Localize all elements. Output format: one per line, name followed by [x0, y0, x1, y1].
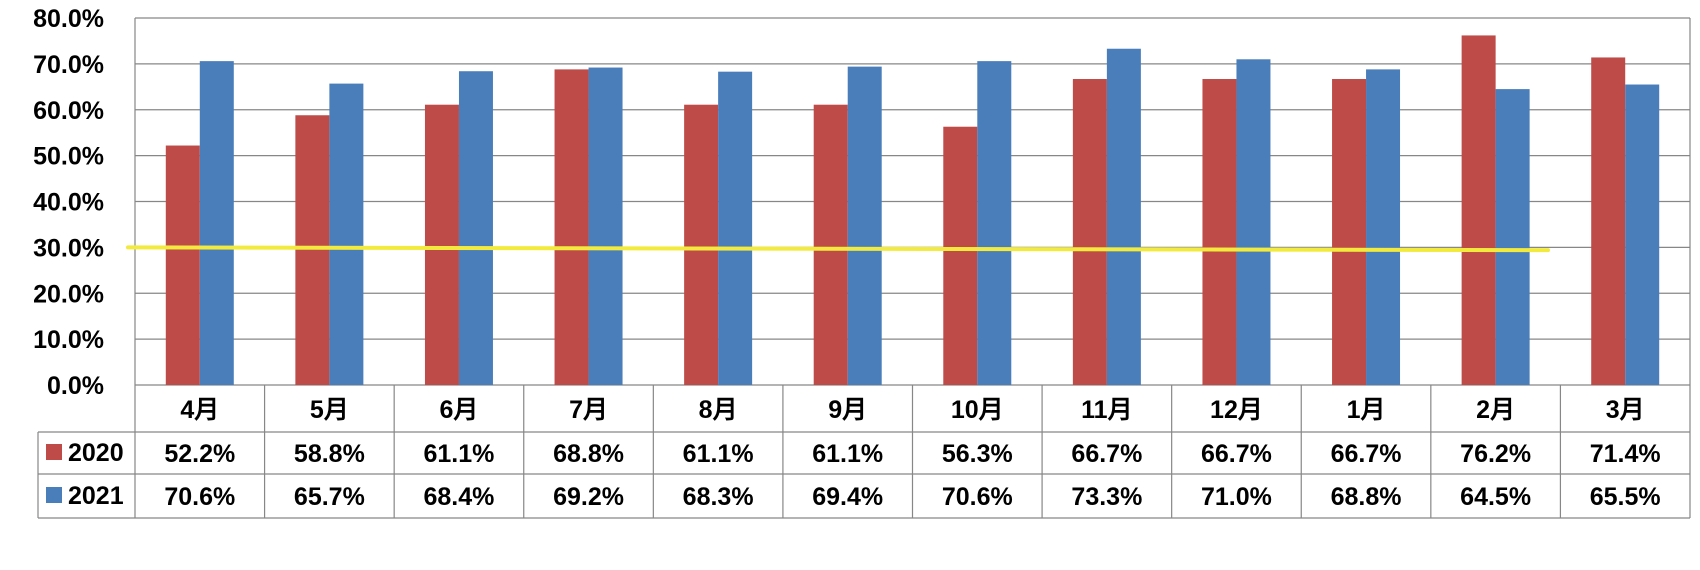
data-label-2020: 66.7%	[1331, 440, 1402, 468]
bar-2020-12	[1591, 57, 1626, 385]
bar-2021-4	[588, 67, 623, 386]
y-tick-label: 20.0%	[33, 280, 104, 308]
y-tick-label: 50.0%	[33, 143, 104, 171]
data-label-2020: 58.8%	[294, 440, 365, 468]
bar-2021-3	[458, 71, 493, 385]
bar-2021-11	[1495, 89, 1530, 385]
bar-2020-11	[1461, 35, 1496, 386]
bar-2020-9	[1202, 79, 1237, 386]
data-label-2020: 52.2%	[164, 440, 235, 468]
data-label-2021: 64.5%	[1460, 483, 1531, 511]
legend-swatch-2021	[46, 487, 62, 503]
x-tick-label: 9月	[828, 396, 867, 424]
bar-2020-5	[684, 104, 719, 386]
bar-2021-8	[1106, 48, 1141, 386]
data-label-2021: 70.6%	[942, 483, 1013, 511]
data-label-2020: 66.7%	[1201, 440, 1272, 468]
data-label-2021: 70.6%	[164, 483, 235, 511]
bar-2021-2	[329, 83, 364, 385]
data-label-2021: 65.5%	[1590, 483, 1661, 511]
legend-label-2021: 2021	[68, 482, 124, 510]
data-label-2020: 71.4%	[1590, 440, 1661, 468]
data-label-2020: 61.1%	[812, 440, 883, 468]
data-label-2020: 61.1%	[424, 440, 495, 468]
bar-2020-6	[813, 104, 848, 386]
y-axis-ticks: 0.0% 10.0% 20.0% 30.0% 40.0% 50.0% 60.0% 70.0% 8…	[33, 5, 104, 400]
y-tick-label: 70.0%	[33, 51, 104, 79]
reference-line-layer	[126, 245, 1550, 253]
x-tick-label: 11月	[1081, 396, 1132, 424]
legend-swatch-2020	[46, 444, 62, 460]
data-label-2020: 61.1%	[683, 440, 754, 468]
bar-2021-1	[199, 61, 234, 386]
data-label-2020: 76.2%	[1460, 440, 1531, 468]
bar-2021-10	[1366, 69, 1401, 385]
bar-2021-12	[1625, 84, 1660, 386]
data-label-2020: 66.7%	[1071, 440, 1142, 468]
gridlines	[134, 17, 1691, 386]
bar-2020-3	[424, 104, 459, 386]
x-tick-label: 8月	[699, 396, 738, 424]
data-label-2021: 73.3%	[1071, 483, 1142, 511]
bar-2021-9	[1236, 59, 1271, 385]
bar-2020-2	[295, 115, 330, 385]
data-label-2020: 56.3%	[942, 440, 1013, 468]
data-table: 4月 5月 6月 7月 8月 9月 10月 11月 12月 1月 2月 3月 2020 52.2% 58.8…	[37, 385, 1691, 519]
x-tick-label: 2月	[1476, 396, 1515, 424]
bars	[165, 35, 1660, 386]
bar-2020-8	[1072, 79, 1107, 386]
data-label-2021: 65.7%	[294, 483, 365, 511]
bar-2020-7	[943, 126, 978, 385]
bar-2021-6	[847, 66, 882, 385]
legend-label-2020: 2020	[68, 439, 124, 467]
data-label-2021: 68.4%	[424, 483, 495, 511]
x-tick-label: 6月	[440, 396, 479, 424]
bar-2021-7	[977, 61, 1012, 386]
x-tick-label: 4月	[180, 396, 219, 424]
data-label-2021: 68.3%	[683, 483, 754, 511]
bar-2020-4	[554, 69, 589, 385]
bar-2020-10	[1332, 79, 1367, 386]
y-tick-label: 0.0%	[47, 372, 104, 400]
y-tick-label: 60.0%	[33, 97, 104, 125]
y-tick-label: 80.0%	[33, 5, 104, 33]
y-tick-label: 30.0%	[33, 234, 104, 262]
x-tick-label: 1月	[1347, 396, 1386, 424]
data-label-2021: 71.0%	[1201, 483, 1272, 511]
data-label-2021: 69.4%	[812, 483, 883, 511]
y-tick-label: 40.0%	[33, 189, 104, 217]
x-tick-label: 10月	[951, 396, 1004, 424]
bar-2020-1	[165, 145, 200, 385]
y-tick-label: 10.0%	[33, 326, 104, 354]
bar-2021-5	[718, 71, 753, 385]
data-label-2021: 68.8%	[1331, 483, 1402, 511]
data-label-2021: 69.2%	[553, 483, 624, 511]
reference-line	[126, 245, 1550, 253]
x-tick-label: 3月	[1606, 396, 1645, 424]
data-label-2020: 68.8%	[553, 440, 624, 468]
x-tick-label: 5月	[310, 396, 349, 424]
x-tick-label: 7月	[569, 396, 608, 424]
x-tick-label: 12月	[1210, 396, 1263, 424]
